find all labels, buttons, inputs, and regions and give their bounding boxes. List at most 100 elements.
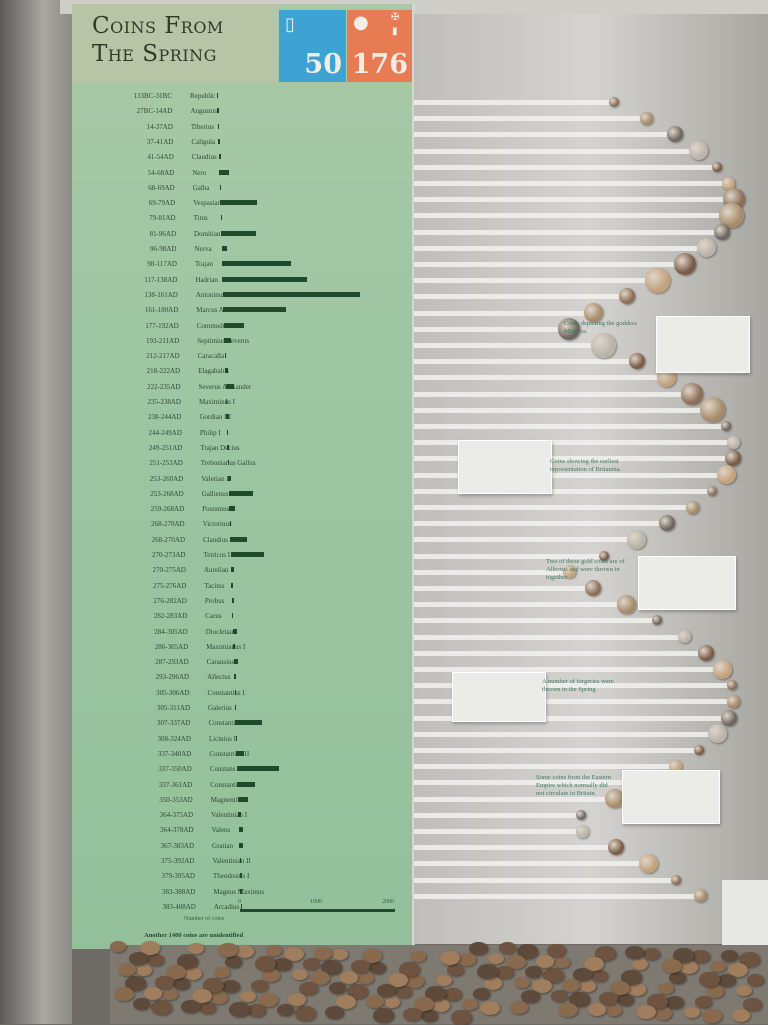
chart-row: 212-217AD Caracalla xyxy=(80,350,410,362)
pile-coin xyxy=(325,1006,344,1020)
row-dates: 193-211AD xyxy=(146,336,180,345)
coin xyxy=(697,238,717,258)
pile-coin xyxy=(184,967,202,980)
row-name: Trajan Decius xyxy=(200,443,240,452)
chart-row: 268-270AD Claudius II xyxy=(85,534,415,546)
stripe xyxy=(414,391,692,397)
chart-row: 177-192AD Commodus xyxy=(79,320,409,332)
pile-coin xyxy=(406,975,424,988)
coin xyxy=(714,223,731,240)
pile-coin xyxy=(181,1000,200,1014)
row-name: Licinius I xyxy=(208,734,236,743)
bar xyxy=(227,460,229,466)
pile-coin xyxy=(266,945,282,957)
pile-coin xyxy=(625,946,644,960)
stripe xyxy=(414,861,649,867)
pile-coin xyxy=(462,999,478,1011)
stripe xyxy=(414,440,734,446)
pile-coin xyxy=(584,957,604,971)
row-name: Marcus Aurelius xyxy=(196,306,243,315)
pile-coin xyxy=(480,1001,500,1015)
bar xyxy=(226,399,228,404)
chart-row: 364-378AD Valens xyxy=(94,824,424,836)
pile-coin xyxy=(240,991,256,1003)
pile-coin xyxy=(136,965,152,977)
chart-row: 337-361AD Constantius II xyxy=(92,779,422,791)
pile-coin xyxy=(362,949,382,963)
bar xyxy=(235,705,237,710)
row-name: Valens xyxy=(211,826,231,835)
row-dates: 364-378AD xyxy=(160,826,194,835)
pile-coin xyxy=(292,969,308,981)
stripe xyxy=(414,359,637,365)
pile-coin xyxy=(495,966,514,980)
row-name: Probus xyxy=(204,596,225,605)
coin xyxy=(716,465,736,485)
pile-coin xyxy=(573,968,592,982)
stripe xyxy=(414,262,685,267)
row-name: Elagabalus xyxy=(198,367,229,376)
chart-row: 367-383AD Gratian xyxy=(94,840,424,852)
chart-row: 287-293AD Carausius xyxy=(89,656,419,668)
bar xyxy=(229,521,232,527)
bar xyxy=(226,429,229,435)
coin xyxy=(677,630,691,644)
row-dates: 307-337AD xyxy=(156,719,191,728)
x-tick: 0 xyxy=(238,899,241,905)
pile-coin xyxy=(710,961,726,973)
row-dates: 268-270AD xyxy=(151,535,186,544)
row-dates: 133BC-31BC xyxy=(133,92,172,100)
row-name: Domitian xyxy=(194,229,221,238)
pile-coin xyxy=(358,973,374,985)
chart-row: 305-306AD Constantius I xyxy=(90,687,420,699)
row-dates: 235-238AD xyxy=(147,398,181,406)
row-dates: 98-117AD xyxy=(147,260,177,269)
pile-coin xyxy=(214,967,230,979)
pile-coin xyxy=(473,988,490,1000)
stripe xyxy=(414,845,617,851)
chart-row: 253-268AD Gallienus xyxy=(84,488,414,500)
row-dates: 337-340AD xyxy=(157,749,192,758)
title-line-1: Coins From xyxy=(92,13,224,39)
row-dates: 287-293AD xyxy=(155,658,189,667)
stripe xyxy=(414,407,712,413)
row-name: Maximianus I xyxy=(206,642,246,651)
row-name: Diocletian xyxy=(205,627,235,636)
bar xyxy=(231,582,233,588)
caption-minerva: Coins depicting the goddess Minerva. xyxy=(564,320,638,335)
coin xyxy=(720,421,731,431)
stripe xyxy=(414,456,734,462)
row-dates: 284-305AD xyxy=(154,627,188,636)
pile-coin xyxy=(632,959,648,971)
bar xyxy=(221,230,257,236)
pile-coin xyxy=(736,985,752,997)
pile-coin xyxy=(133,998,150,1010)
row-dates: 249-251AD xyxy=(148,443,183,452)
coin xyxy=(680,382,703,405)
row-name: Constantius II xyxy=(210,780,250,789)
row-dates: 68-69AD xyxy=(148,183,175,192)
row-dates: 161-180AD xyxy=(144,306,179,315)
coin xyxy=(608,839,625,856)
pile-coin xyxy=(447,964,464,976)
bar xyxy=(238,827,243,833)
bar xyxy=(220,200,257,206)
coin xyxy=(668,759,682,773)
stripe xyxy=(414,699,734,705)
bar xyxy=(221,261,291,267)
pile-coin xyxy=(743,998,762,1012)
bar xyxy=(237,781,255,787)
pile-coin xyxy=(166,965,186,979)
pile-coin xyxy=(643,948,660,960)
pile-coin xyxy=(155,976,174,990)
pile-coin xyxy=(151,1000,172,1015)
row-name: Gratian xyxy=(212,841,234,850)
pile-coin xyxy=(321,960,342,975)
stripe xyxy=(414,731,718,737)
row-name: Constantine I xyxy=(208,719,246,728)
pile-coin xyxy=(388,973,408,987)
bar xyxy=(218,138,220,144)
pile-coin xyxy=(521,990,540,1004)
coin-pile-tray xyxy=(110,941,768,1025)
pile-coin xyxy=(669,972,686,984)
